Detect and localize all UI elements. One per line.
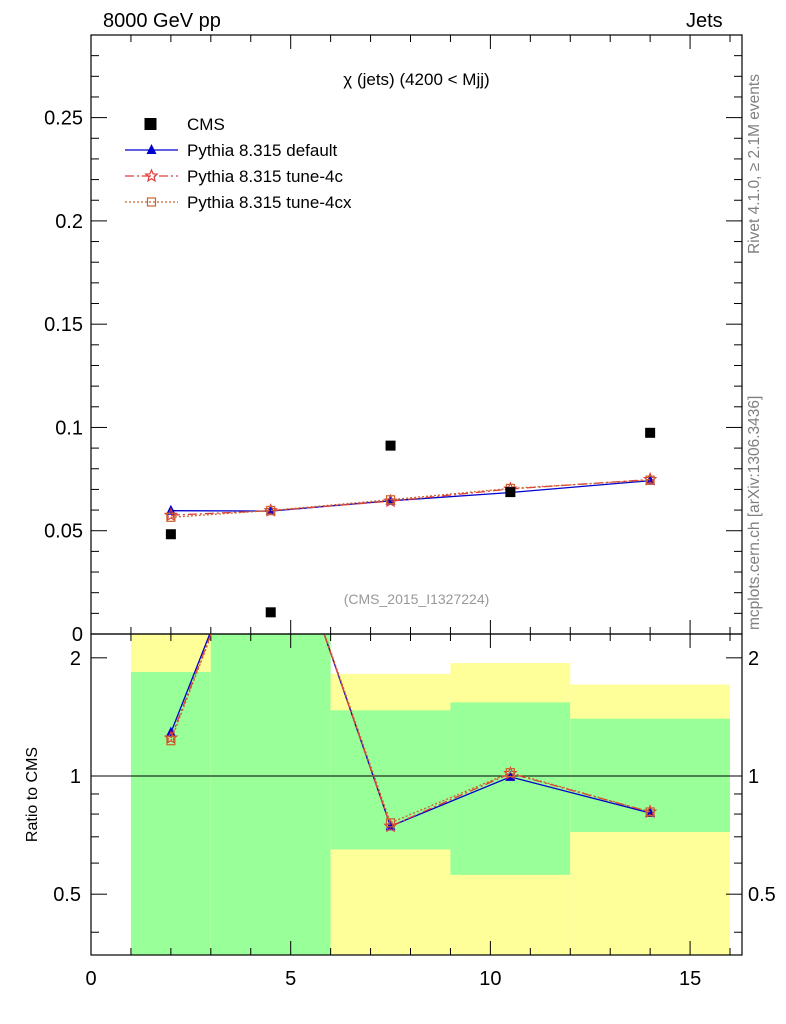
marker-square	[267, 475, 275, 483]
series-line	[170, 479, 651, 518]
ratio-series-line	[170, 634, 651, 828]
legend-label: CMS	[187, 115, 225, 134]
marker-square	[266, 505, 276, 516]
ratio-band-green	[210, 634, 331, 955]
ratio-y-tick-label: 1	[70, 766, 81, 788]
y-tick-label: 0.2	[55, 211, 83, 233]
y-tick-label: 0.25	[44, 108, 83, 130]
ratio-band-green	[450, 702, 571, 875]
x-tick-label: 15	[679, 968, 701, 990]
marker-star	[144, 168, 159, 183]
y-tick-label: 0.1	[55, 417, 83, 439]
x-tick-label: 0	[85, 968, 96, 990]
ratio-bands	[130, 634, 731, 955]
marker-data	[144, 118, 157, 130]
marker-data	[385, 440, 396, 451]
marker-square	[385, 818, 396, 828]
ratio-y-tick-label: 2	[70, 648, 81, 670]
chart-title: χ (jets) (4200 < Mjj)	[343, 70, 489, 89]
y-tick-label: 0.15	[44, 314, 83, 336]
marker-data	[505, 487, 516, 498]
marker-square	[645, 475, 655, 485]
marker-square	[385, 495, 396, 505]
analysis-label: (CMS_2015_I1327224)	[344, 591, 490, 607]
marker-triangle	[266, 473, 276, 483]
ratio-series-line	[170, 634, 651, 824]
marker-data	[265, 607, 276, 618]
ratio-y-axis-label: Ratio to CMS	[24, 747, 41, 842]
legend-label: Pythia 8.315 default	[187, 141, 338, 160]
marker-data	[645, 427, 656, 438]
ratio-y-tick-label-right: 1	[748, 766, 759, 788]
ratio-series-square	[166, 475, 655, 828]
energy-label: 8000 GeV pp	[103, 10, 221, 32]
legend-label: Pythia 8.315 tune-4c	[187, 167, 343, 186]
ratio-y-tick-label: 0.5	[53, 884, 81, 906]
legend: CMS Pythia 8.315 default Pythia 8.315 tune…	[125, 115, 352, 212]
process-label: Jets	[686, 10, 723, 32]
marker-square	[146, 197, 157, 207]
data-points	[165, 427, 656, 618]
marker-square	[166, 512, 176, 522]
marker-triangle	[146, 144, 157, 154]
main-series	[163, 471, 658, 522]
marker-square	[166, 736, 176, 746]
series-line	[170, 480, 651, 512]
series-line	[170, 478, 651, 516]
marker-square	[505, 768, 515, 778]
y-tick-label: 0	[72, 624, 83, 646]
ratio-y-tick-label-right: 2	[748, 648, 759, 670]
x-tick-label: 5	[285, 968, 296, 990]
ratio-frame	[90, 633, 743, 956]
marker-data	[165, 529, 176, 540]
series-triangle	[165, 474, 656, 516]
marker-star	[265, 473, 276, 484]
marker-square	[645, 807, 655, 817]
ratio-band-green	[130, 672, 211, 955]
ratio-series	[163, 473, 658, 833]
y-tick-label: 0.05	[44, 521, 83, 543]
x-tick-label: 10	[479, 968, 501, 990]
legend-label: Pythia 8.315 tune-4cx	[187, 193, 352, 212]
ratio-y-tick-label-right: 0.5	[748, 884, 776, 906]
